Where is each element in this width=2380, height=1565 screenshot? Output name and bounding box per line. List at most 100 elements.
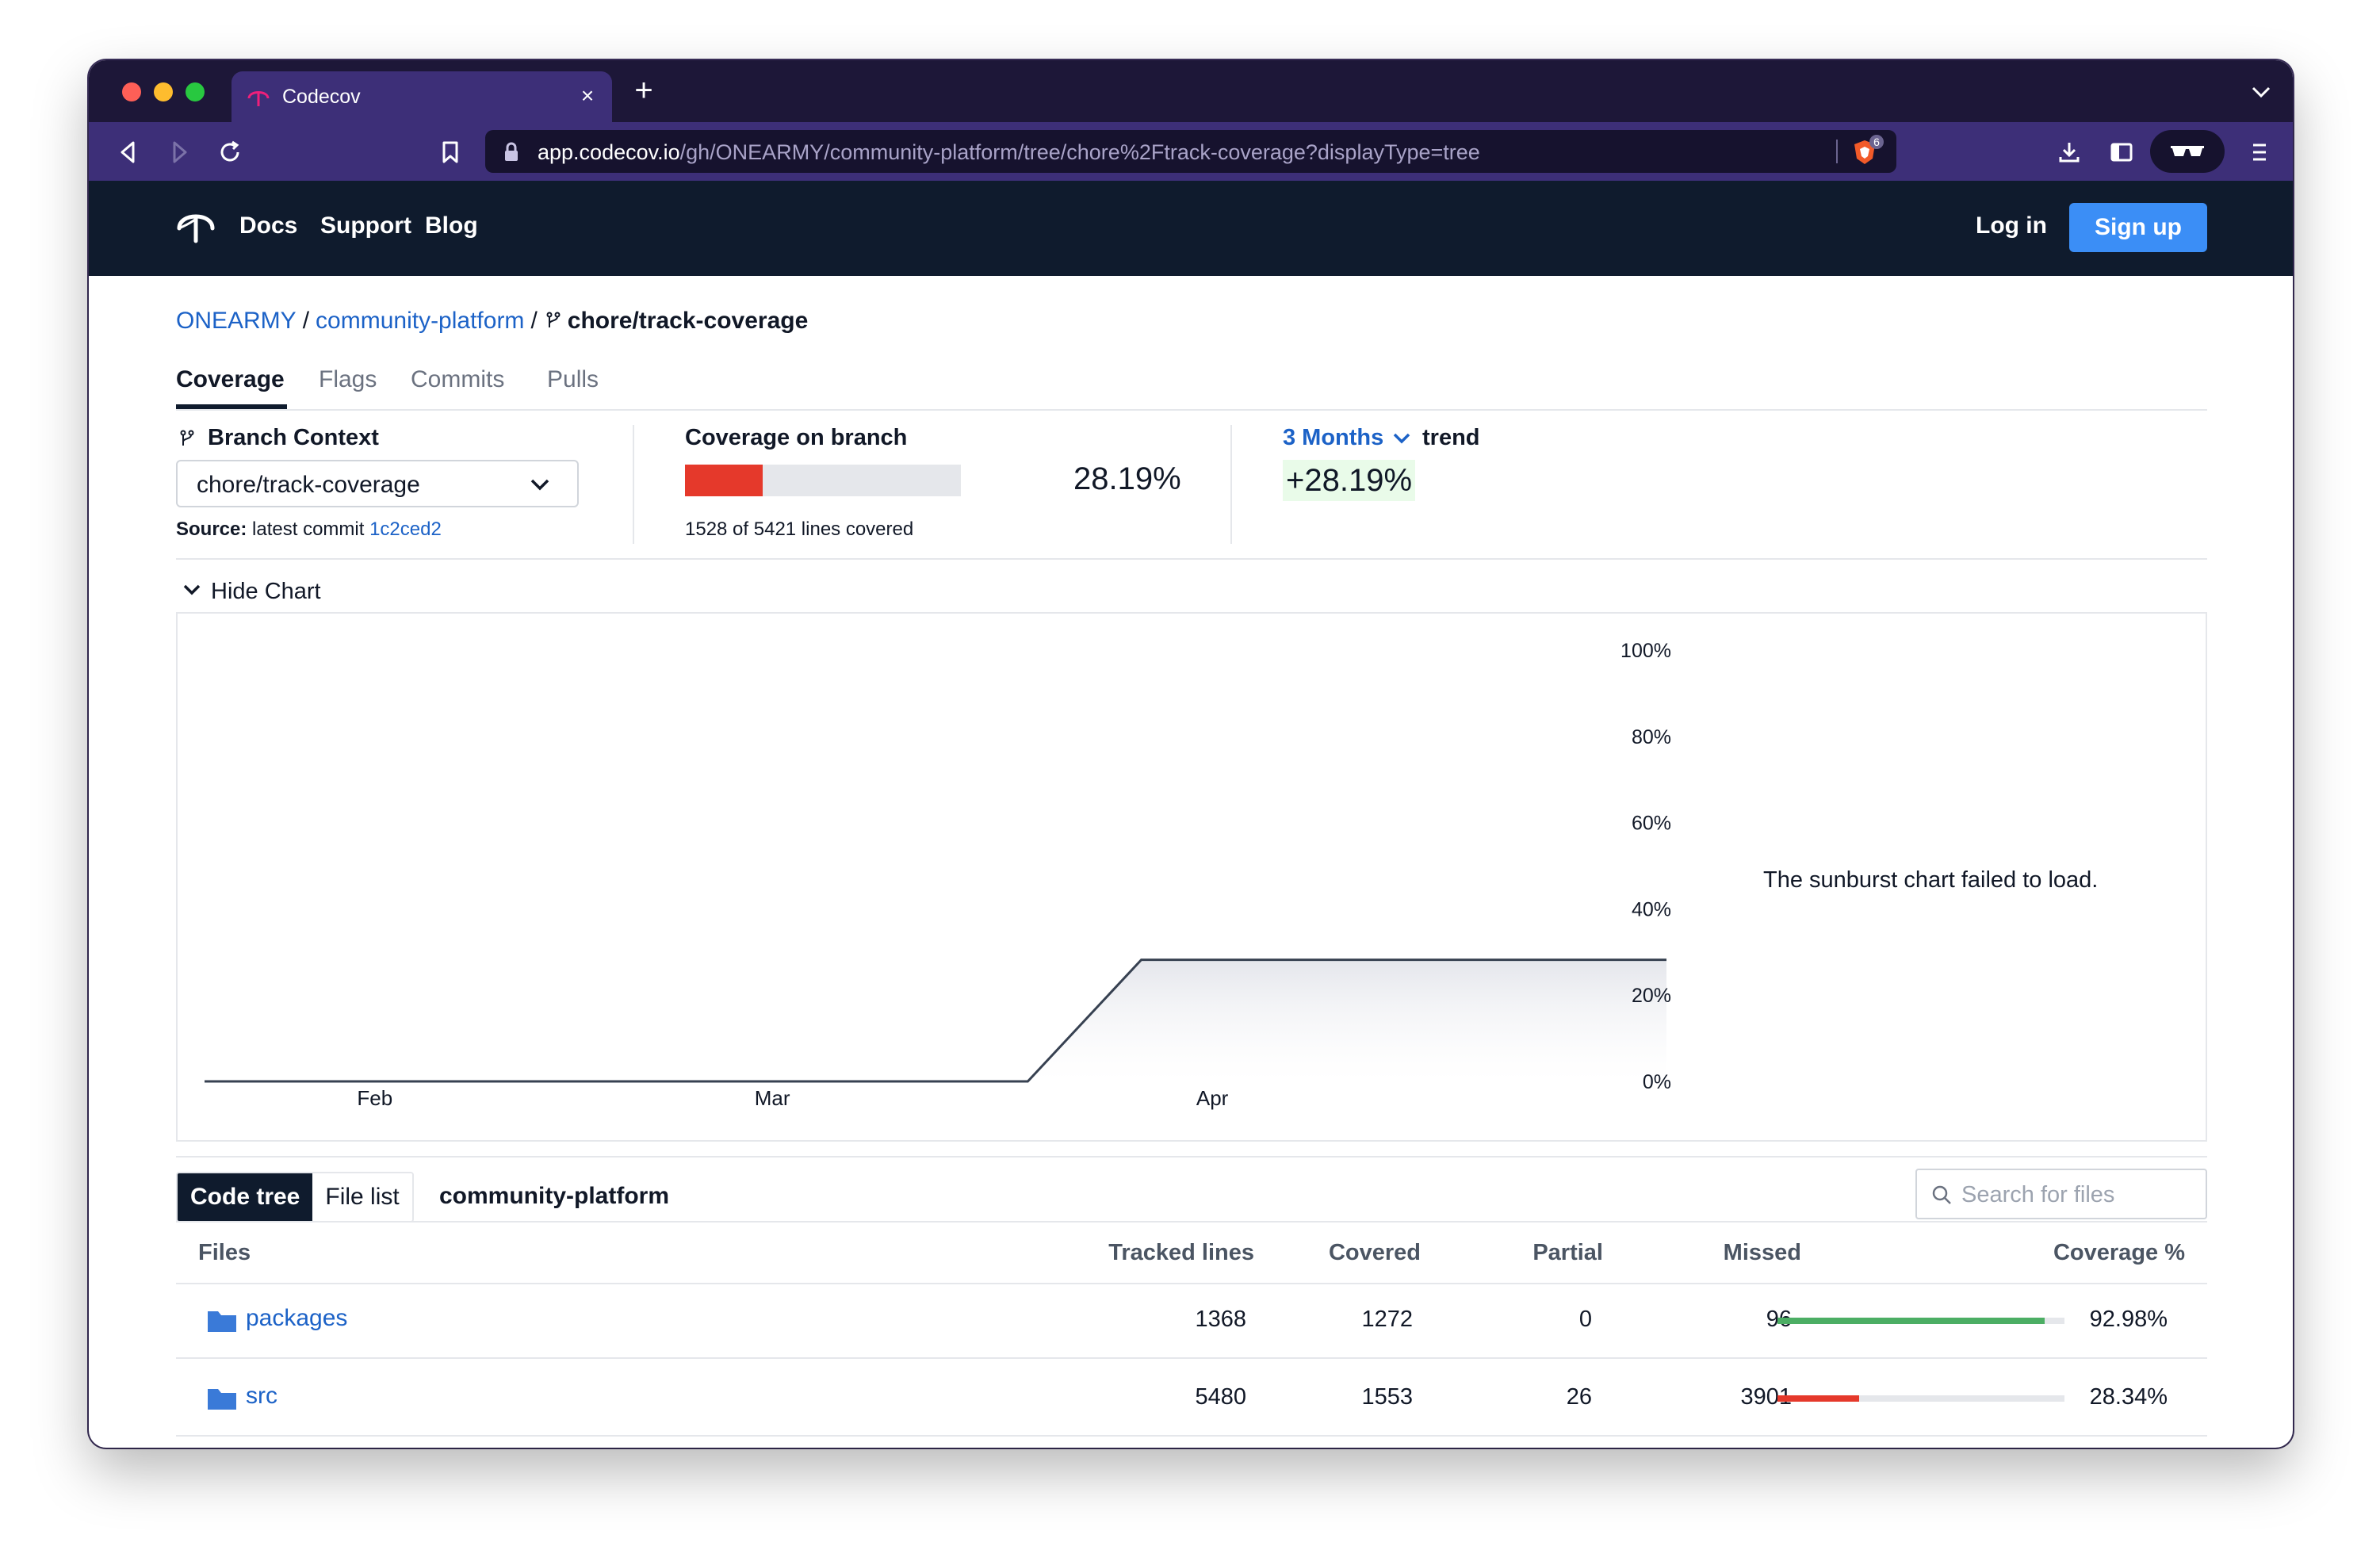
browser-tab-title: Codecov (282, 86, 361, 108)
login-link[interactable]: Log in (1976, 212, 2047, 239)
trend-label: trend (1422, 425, 1480, 450)
back-icon[interactable] (113, 136, 144, 168)
branch-context-label: Branch Context (208, 425, 379, 450)
header-coverage[interactable]: Coverage % (2053, 1240, 2185, 1265)
sunburst-error-message: The sunburst chart failed to load. (1763, 867, 2099, 893)
breadcrumb-separator: / (530, 308, 538, 334)
tab-flags[interactable]: Flags (319, 366, 377, 392)
browser-tab-bar: Codecov × + (89, 60, 2293, 122)
summary-divider (633, 425, 634, 544)
breadcrumb-repo-link[interactable]: community-platform (316, 308, 525, 334)
breadcrumb-owner-link[interactable]: ONEARMY (176, 308, 297, 334)
address-bar[interactable]: app.codecov.io/gh/ONEARMY/community-plat… (485, 130, 1896, 173)
lock-icon (505, 142, 518, 161)
summary-divider (1230, 425, 1232, 544)
file-name-link[interactable]: src (246, 1383, 277, 1409)
forward-icon[interactable] (163, 136, 195, 168)
coverage-bar-fill (1777, 1318, 2045, 1324)
breadcrumb-separator: / (302, 308, 310, 334)
tab-coverage[interactable]: Coverage (176, 366, 285, 392)
coverage-trend-chart: 0% 20% 40% 60% 80% 100% Feb Mar Apr (205, 640, 1671, 1110)
covered-cell: 1553 (1361, 1384, 1413, 1410)
shields-count-badge: 6 (1869, 135, 1884, 149)
coverage-summary: Branch Context chore/track-coverage Sour… (176, 409, 2207, 560)
coverage-cell: 92.98% (2089, 1307, 2168, 1332)
hide-chart-toggle[interactable]: Hide Chart (182, 579, 321, 605)
coverage-bar-fill (1777, 1395, 1859, 1402)
file-name-link[interactable]: packages (246, 1305, 348, 1331)
brave-shields-icon[interactable] (1850, 138, 1879, 166)
repo-tabs: Coverage Flags Commits Pulls (176, 365, 2207, 411)
menu-icon[interactable] (2244, 136, 2275, 168)
tracked-lines-cell: 5480 (1195, 1384, 1246, 1410)
code-tree-button[interactable]: Code tree (178, 1173, 313, 1221)
branch-select[interactable]: chore/track-coverage (176, 460, 579, 507)
nav-blog-link[interactable]: Blog (425, 212, 478, 239)
trend-value: +28.19% (1283, 460, 1416, 501)
tracked-lines-cell: 1368 (1195, 1307, 1246, 1332)
close-tab-icon[interactable]: × (580, 83, 595, 108)
branch-select-value: chore/track-coverage (197, 472, 420, 498)
reload-icon[interactable] (214, 136, 246, 168)
missed-cell: 3901 (1740, 1384, 1792, 1410)
minimize-window-button[interactable] (154, 82, 173, 101)
tab-list-chevron-icon[interactable] (2247, 78, 2275, 106)
x-tick-label: Feb (357, 1086, 392, 1110)
nav-support-link[interactable]: Support (320, 212, 411, 239)
trend-range-select[interactable]: 3 Months (1283, 425, 1384, 450)
coverage-bar (1777, 1318, 2064, 1324)
covered-cell: 1272 (1361, 1307, 1413, 1332)
coverage-on-branch-label: Coverage on branch (685, 425, 908, 450)
search-input[interactable] (1960, 1178, 2193, 1211)
partial-cell: 26 (1566, 1384, 1592, 1410)
codecov-logo-icon[interactable] (174, 205, 217, 247)
browser-window: Codecov × + app.codecov.io/gh/ONEARMY/c (89, 60, 2293, 1448)
search-icon (1932, 1185, 1951, 1204)
coverage-cell: 28.34% (2089, 1384, 2168, 1410)
tab-commits[interactable]: Commits (411, 366, 505, 392)
header-partial[interactable]: Partial (1532, 1240, 1603, 1265)
chevron-down-icon (530, 479, 549, 491)
header-tracked-lines[interactable]: Tracked lines (1108, 1240, 1254, 1265)
y-tick-label: 0% (1643, 1071, 1671, 1093)
breadcrumb-branch: chore/track-coverage (567, 308, 809, 334)
address-bar-divider (1836, 140, 1838, 163)
header-missed[interactable]: Missed (1723, 1240, 1801, 1265)
browser-tab[interactable]: Codecov × (231, 71, 612, 122)
coverage-area (205, 959, 1666, 1081)
bookmark-icon[interactable] (434, 136, 466, 168)
folder-icon (208, 1311, 236, 1332)
y-tick-label: 100% (1620, 640, 1671, 662)
private-mode-indicator[interactable] (2150, 130, 2225, 173)
coverage-progress-fill (685, 465, 763, 496)
coverage-chart-panel: 0% 20% 40% 60% 80% 100% Feb Mar Apr The sunburst… (176, 612, 2207, 1142)
display-type-toggle: Code tree File list (176, 1172, 414, 1223)
header-files[interactable]: Files (198, 1240, 251, 1265)
x-tick-label: Apr (1196, 1086, 1229, 1110)
close-window-button[interactable] (122, 82, 141, 101)
table-header: Files Tracked lines Covered Partial Miss… (176, 1221, 2207, 1284)
header-covered[interactable]: Covered (1328, 1240, 1421, 1265)
new-tab-icon[interactable]: + (634, 73, 653, 108)
signup-button[interactable]: Sign up (2069, 203, 2207, 252)
source-label: Source: (176, 518, 247, 540)
chevron-down-icon[interactable] (1392, 431, 1411, 446)
active-tab-indicator (176, 404, 287, 409)
url-text: app.codecov.io/gh/ONEARMY/community-plat… (538, 140, 1480, 164)
sidebar-toggle-icon[interactable] (2106, 136, 2137, 168)
file-list-button[interactable]: File list (312, 1173, 412, 1221)
missed-cell: 96 (1554, 1307, 1792, 1333)
table-row[interactable]: src 5480 1553 26 3901 28.34% (176, 1359, 2207, 1437)
tab-pulls[interactable]: Pulls (547, 366, 599, 392)
browser-toolbar: app.codecov.io/gh/ONEARMY/community-plat… (89, 122, 2293, 181)
y-tick-label: 60% (1632, 813, 1671, 835)
chevron-down-icon (183, 584, 201, 595)
maximize-window-button[interactable] (186, 82, 205, 101)
source-commit-link[interactable]: 1c2ced2 (369, 518, 442, 540)
y-tick-label: 80% (1632, 726, 1671, 748)
coverage-progress-bar (685, 465, 961, 496)
download-icon[interactable] (2053, 136, 2085, 168)
nav-docs-link[interactable]: Docs (239, 212, 298, 239)
coverage-line (205, 959, 1666, 1083)
table-row[interactable]: packages 1368 1272 0 96 92.98% (176, 1281, 2207, 1359)
